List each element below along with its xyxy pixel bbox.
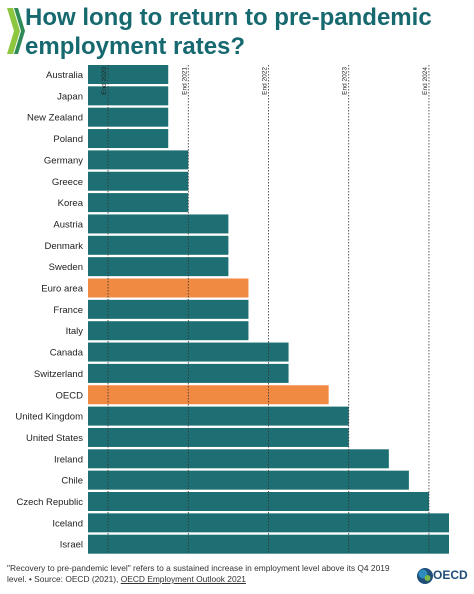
- bar-austria: [88, 214, 229, 234]
- bar-united-kingdom: [88, 406, 349, 426]
- category-label: Israel: [60, 540, 83, 551]
- category-label: Iceland: [52, 518, 83, 529]
- reference-line-label: End 2021: [181, 67, 188, 95]
- bar-denmark: [88, 235, 229, 255]
- category-label: Switzerland: [34, 369, 83, 380]
- category-label: Canada: [50, 348, 84, 359]
- bar-switzerland: [88, 363, 289, 383]
- bar-israel: [88, 534, 449, 554]
- category-label: Japan: [57, 91, 83, 102]
- bar-japan: [88, 86, 169, 106]
- category-label: Germany: [44, 155, 83, 166]
- category-label: Euro area: [41, 284, 83, 295]
- category-label: Greece: [52, 177, 83, 188]
- category-label: Czech Republic: [16, 497, 83, 508]
- oecd-logo-icon: [417, 568, 433, 584]
- reference-line-label: End 2024: [422, 67, 429, 95]
- bar-ireland: [88, 449, 389, 469]
- bar-france: [88, 299, 249, 319]
- category-label: Italy: [66, 326, 84, 337]
- brand-chevron-icon: [7, 8, 25, 54]
- category-label: Denmark: [44, 241, 83, 252]
- category-label: Australia: [46, 70, 84, 81]
- bar-poland: [88, 129, 169, 149]
- category-label: Poland: [53, 134, 83, 145]
- reference-line-label: End 2020: [101, 67, 108, 95]
- category-label: New Zealand: [27, 113, 83, 124]
- source-link[interactable]: OECD Employment Outlook 2021: [120, 574, 246, 584]
- bar-new-zealand: [88, 107, 169, 127]
- bar-euro-area: [88, 278, 249, 298]
- page-title: How long to return to pre-pandemic emplo…: [25, 4, 432, 60]
- category-label: United States: [26, 433, 83, 444]
- category-label: France: [53, 305, 83, 316]
- bar-sweden: [88, 257, 229, 277]
- bar-australia: [88, 65, 169, 84]
- reference-line-label: End 2022: [262, 67, 269, 95]
- bar-oecd: [88, 385, 329, 405]
- bar-italy: [88, 321, 249, 341]
- footnote: "Recovery to pre-pandemic level" refers …: [7, 563, 407, 585]
- bar-chile: [88, 470, 409, 490]
- category-label: Korea: [58, 198, 84, 209]
- bar-iceland: [88, 513, 449, 533]
- bar-chart: Australia Japan New Zealand Poland Germany Gr…: [15, 65, 449, 554]
- category-label: Sweden: [49, 262, 83, 273]
- bar-czech-republic: [88, 492, 429, 511]
- category-label: Ireland: [54, 454, 83, 465]
- bar-germany: [88, 150, 189, 170]
- footnote-text: "Recovery to pre-pandemic level" refers …: [7, 563, 390, 584]
- category-label: Chile: [61, 476, 83, 487]
- reference-line-label: End 2023: [342, 67, 349, 95]
- oecd-logo-text: OECD: [433, 568, 468, 582]
- bar-united-states: [88, 427, 349, 447]
- bar-canada: [88, 342, 289, 362]
- bar-korea: [88, 193, 189, 213]
- category-label: United Kingdom: [15, 412, 83, 423]
- bar-greece: [88, 171, 189, 191]
- category-label: Austria: [53, 219, 83, 230]
- category-label: OECD: [56, 390, 84, 401]
